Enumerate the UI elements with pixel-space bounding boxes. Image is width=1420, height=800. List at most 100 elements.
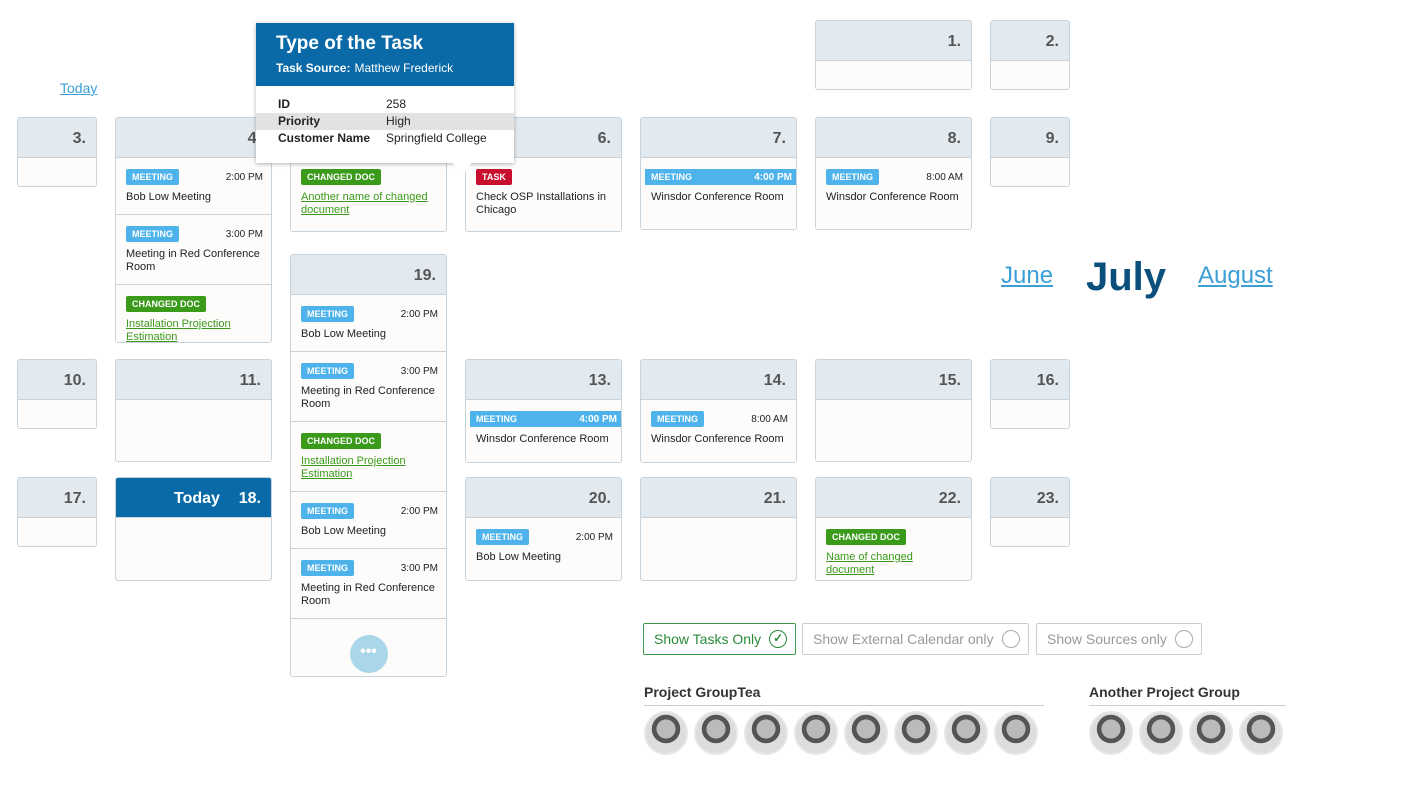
day-cell[interactable]: 3.	[17, 117, 97, 187]
day-cell[interactable]: 7. MEETING 4:00 PM Winsdor Conference Room	[640, 117, 797, 230]
day-number: 9.	[1045, 130, 1059, 147]
event-time: 2:00 PM	[400, 308, 438, 320]
day-cell[interactable]: 4. MEETING 2:00 PM Bob Low Meeting MEETING 3:…	[115, 117, 272, 343]
avatar[interactable]	[1089, 711, 1133, 755]
day-cell[interactable]: 8. MEETING 8:00 AM Winsdor Conference Room	[815, 117, 972, 230]
event-text: Check OSP Installations in Chicago	[476, 191, 607, 216]
day-cell[interactable]: 17.	[17, 477, 97, 547]
day-header: 22.	[816, 478, 971, 518]
day-number: 6.	[597, 130, 611, 147]
day-header: 16.	[991, 360, 1069, 400]
day-cell[interactable]: 9.	[990, 117, 1070, 187]
avatar[interactable]	[1239, 711, 1283, 755]
avatar[interactable]	[694, 711, 738, 755]
day-cell[interactable]: 15.	[815, 359, 972, 462]
next-month[interactable]: August	[1198, 262, 1273, 289]
day-cell[interactable]: 11.	[115, 359, 272, 462]
day-cell[interactable]: 13. MEETING 4:00 PM Winsdor Conference Room	[465, 359, 622, 463]
filter-radio	[1174, 630, 1193, 648]
event[interactable]: TASK Check OSP Installations in Chicago	[466, 158, 621, 227]
row-value: 258	[386, 97, 407, 111]
event[interactable]: CHANGED DOC Another name of changed docum…	[291, 158, 446, 227]
tooltip-row: Priority High	[256, 113, 514, 130]
tooltip-source: Task Source: Matthew Frederick	[276, 61, 494, 75]
avatar[interactable]	[644, 711, 688, 755]
day-cell[interactable]: 2.	[990, 20, 1070, 90]
avatars	[644, 711, 1044, 755]
day-header: Today 18.	[116, 478, 271, 518]
day-cell[interactable]: 10.	[17, 359, 97, 429]
day-cell[interactable]: 19. MEETING 2:00 PM Bob Low Meeting MEETING 3…	[290, 254, 447, 677]
event-text[interactable]: Installation Projection Estimation	[126, 318, 231, 343]
avatar[interactable]	[894, 711, 938, 755]
avatar[interactable]	[744, 711, 788, 755]
filter-toggle[interactable]: Show Sources only	[1036, 623, 1202, 655]
event-text: Bob Low Meeting	[476, 551, 561, 563]
row-value: High	[386, 114, 411, 128]
day-cell[interactable]: 1.	[815, 20, 972, 90]
event[interactable]: MEETING 8:00 AM Winsdor Conference Room	[816, 158, 971, 214]
event-meta: MEETING 8:00 AM	[826, 169, 963, 185]
avatar[interactable]	[1189, 711, 1233, 755]
today-link[interactable]: Today	[60, 80, 98, 96]
event[interactable]: MEETING 2:00 PM Bob Low Meeting	[291, 295, 446, 352]
event[interactable]: MEETING 3:00 PM Meeting in Red Conference …	[291, 549, 446, 619]
event-text[interactable]: Another name of changed document	[301, 191, 428, 216]
day-number: 19.	[413, 267, 436, 284]
day-cell[interactable]: 21.	[640, 477, 797, 581]
event-text: Winsdor Conference Room	[476, 433, 609, 445]
day-header: 9.	[991, 118, 1069, 158]
avatar[interactable]	[1139, 711, 1183, 755]
row-key: Priority	[278, 114, 321, 128]
avatar[interactable]	[994, 711, 1038, 755]
event-tag: MEETING	[826, 169, 880, 185]
filter-toggle[interactable]: Show Tasks Only ✓	[643, 623, 797, 655]
event[interactable]: CHANGED DOC Installation Projection Estim…	[116, 285, 271, 343]
event-text[interactable]: Name of changed document	[826, 551, 913, 576]
filter-radio	[1001, 630, 1020, 648]
event-tag: MEETING	[126, 169, 180, 185]
event-meta: MEETING 3:00 PM	[126, 226, 263, 242]
tooltip-row: ID 258	[256, 96, 514, 113]
tooltip-row: Customer Name Springfield College	[256, 130, 514, 147]
day-header: 14.	[641, 360, 796, 400]
day-cell[interactable]: Today 18.	[115, 477, 272, 581]
day-cell[interactable]: 14. MEETING 8:00 AM Winsdor Conference Room	[640, 359, 797, 463]
more-button[interactable]: •••	[349, 635, 388, 673]
day-cell[interactable]: 16.	[990, 359, 1070, 429]
day-number: 11.	[239, 372, 261, 389]
tooltip-header: Type of the Task Task Source: Matthew Fre…	[256, 23, 514, 86]
event[interactable]: MEETING 3:00 PM Meeting in Red Conference …	[116, 215, 271, 285]
event[interactable]: MEETING 8:00 AM Winsdor Conference Room	[641, 400, 796, 456]
prev-month[interactable]: June	[1001, 262, 1054, 289]
task-tooltip: Type of the Task Task Source: Matthew Fre…	[256, 23, 514, 163]
filter-toggle[interactable]: Show External Calendar only	[802, 623, 1029, 655]
event[interactable]: CHANGED DOC Name of changed document	[816, 518, 971, 580]
event[interactable]: MEETING 2:00 PM Bob Low Meeting	[116, 158, 271, 215]
event[interactable]: MEETING 4:00 PM Winsdor Conference Room	[641, 158, 796, 214]
day-cell[interactable]: 23.	[990, 477, 1070, 547]
day-number: 2.	[1045, 33, 1059, 50]
event-tag: CHANGED DOC	[301, 169, 382, 185]
day-number: 20.	[588, 490, 611, 507]
current-month: July	[1086, 255, 1167, 299]
event-text: Winsdor Conference Room	[651, 433, 784, 445]
event[interactable]: MEETING 2:00 PM Bob Low Meeting	[466, 518, 621, 574]
avatar[interactable]	[794, 711, 838, 755]
group-name: Project GroupTea	[644, 684, 1044, 706]
event-meta: MEETING 3:00 PM	[301, 363, 438, 379]
avatar[interactable]	[844, 711, 888, 755]
event[interactable]: CHANGED DOC Installation Projection Estim…	[291, 422, 446, 492]
day-cell[interactable]: 22. CHANGED DOC Name of changed document	[815, 477, 972, 581]
event-time: 8:00 AM	[751, 413, 788, 425]
event-time: 2:00 PM	[225, 171, 263, 183]
event-text[interactable]: Installation Projection Estimation	[301, 455, 406, 480]
filter-label: Show Sources only	[1047, 631, 1167, 647]
day-cell[interactable]: 20. MEETING 2:00 PM Bob Low Meeting	[465, 477, 622, 581]
tooltip-arrow	[452, 162, 472, 176]
event[interactable]: MEETING 2:00 PM Bob Low Meeting	[291, 492, 446, 549]
avatar[interactable]	[944, 711, 988, 755]
event[interactable]: MEETING 3:00 PM Meeting in Red Conference …	[291, 352, 446, 422]
event[interactable]: MEETING 4:00 PM Winsdor Conference Room	[466, 400, 621, 456]
